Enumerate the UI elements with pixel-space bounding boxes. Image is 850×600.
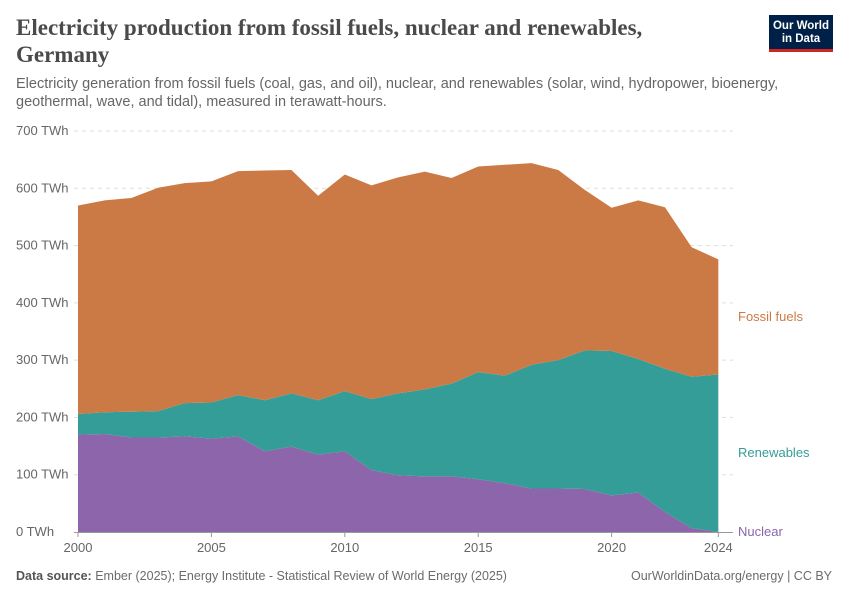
axes: 0 TWh 100 TWh 200 TWh 300 TWh 400 TWh 500 TWh… [16,123,733,555]
footer-source: Data source: Ember (2025); Energy Instit… [16,569,507,583]
y-tick-label: 200 TWh [16,409,69,424]
owid-logo[interactable]: Our World in Data [769,15,833,52]
area-renewables[interactable] [78,350,719,532]
chart-title: Electricity production from fossil fuels… [16,15,643,67]
area-series[interactable] [78,163,719,532]
footer-credit[interactable]: OurWorldinData.org/energy | CC BY [630,569,832,583]
y-tick-label: 100 TWh [16,467,69,482]
area-nuclear[interactable] [78,434,719,532]
series-labels: Nuclear Renewables Fossil fuels [738,309,810,539]
x-tick-label: 2000 [64,540,93,555]
x-tick-label: 2015 [464,540,493,555]
area-fossil-fuels[interactable] [78,163,719,414]
source-text[interactable]: Ember (2025); Energy Institute - Statist… [95,569,507,583]
logo-line-1: Our World [772,20,829,32]
y-tick-label: 500 TWh [16,238,69,253]
x-tick-label: 2010 [330,540,359,555]
series-label-renewables: Renewables [738,445,810,460]
y-tick-label: 400 TWh [16,295,69,310]
x-tick-label: 2020 [597,540,626,555]
series-label-fossil-fuels: Fossil fuels [738,309,804,324]
chart-subtitle: Electricity generation from fossil fuels… [16,76,779,110]
stacked-area-chart: 0 TWh 100 TWh 200 TWh 300 TWh 400 TWh 500 TWh… [16,123,810,555]
y-tick-label: 0 TWh [16,524,54,539]
series-label-nuclear: Nuclear [738,524,783,539]
y-tick-label: 300 TWh [16,352,69,367]
source-label: Data source: [16,569,92,583]
y-tick-label: 600 TWh [16,180,69,195]
x-tick-label: 2024 [704,540,733,555]
y-tick-label: 700 TWh [16,123,69,138]
logo-line-2: in Data [781,33,821,45]
x-tick-label: 2005 [197,540,226,555]
